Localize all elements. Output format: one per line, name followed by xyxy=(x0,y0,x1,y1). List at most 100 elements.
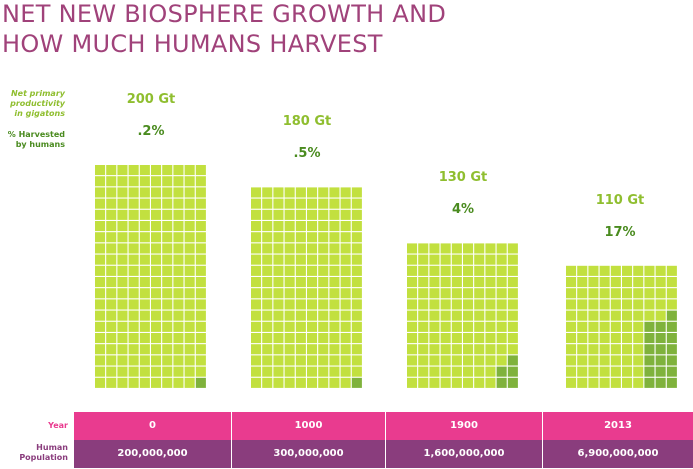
productivity-square xyxy=(128,355,139,366)
productivity-square xyxy=(95,355,106,366)
productivity-square xyxy=(566,265,577,276)
productivity-square xyxy=(284,310,295,321)
productivity-square xyxy=(644,310,655,321)
waffle-group-1900 xyxy=(407,243,518,388)
productivity-square xyxy=(251,321,262,332)
productivity-square xyxy=(139,355,150,366)
productivity-square xyxy=(128,377,139,388)
harvested-square xyxy=(666,377,677,388)
productivity-square xyxy=(351,209,362,220)
productivity-square xyxy=(117,277,128,288)
productivity-square xyxy=(307,232,318,243)
productivity-square xyxy=(173,288,184,299)
productivity-square xyxy=(429,366,440,377)
productivity-square xyxy=(151,176,162,187)
productivity-square xyxy=(251,277,262,288)
productivity-square xyxy=(329,221,340,232)
productivity-square xyxy=(633,344,644,355)
productivity-square xyxy=(151,232,162,243)
productivity-square xyxy=(633,310,644,321)
productivity-square xyxy=(666,265,677,276)
population-row-label: Human Population xyxy=(0,443,68,463)
productivity-square xyxy=(463,288,474,299)
productivity-square xyxy=(151,310,162,321)
productivity-square xyxy=(644,299,655,310)
productivity-square xyxy=(340,333,351,344)
productivity-square xyxy=(184,198,195,209)
productivity-square xyxy=(139,165,150,176)
productivity-square xyxy=(318,333,329,344)
productivity-square xyxy=(655,288,666,299)
productivity-square xyxy=(95,176,106,187)
productivity-square xyxy=(474,321,485,332)
productivity-square xyxy=(151,221,162,232)
productivity-square xyxy=(284,221,295,232)
productivity-square xyxy=(117,187,128,198)
productivity-square xyxy=(195,254,206,265)
productivity-square xyxy=(496,277,507,288)
productivity-square xyxy=(351,299,362,310)
productivity-square xyxy=(633,299,644,310)
productivity-square xyxy=(496,344,507,355)
productivity-square xyxy=(295,265,306,276)
productivity-square xyxy=(195,265,206,276)
productivity-square xyxy=(307,221,318,232)
productivity-square xyxy=(184,243,195,254)
productivity-square xyxy=(644,277,655,288)
productivity-square xyxy=(463,344,474,355)
productivity-square xyxy=(588,299,599,310)
productivity-square xyxy=(106,288,117,299)
productivity-square xyxy=(262,366,273,377)
productivity-square xyxy=(251,310,262,321)
harvested-square xyxy=(666,366,677,377)
productivity-square xyxy=(407,254,418,265)
productivity-square xyxy=(162,232,173,243)
productivity-square xyxy=(485,321,496,332)
harvested-square xyxy=(644,344,655,355)
productivity-square xyxy=(128,265,139,276)
productivity-square xyxy=(151,165,162,176)
harvest-label-line-2: by humans xyxy=(15,140,65,149)
productivity-square xyxy=(622,288,633,299)
productivity-square xyxy=(184,277,195,288)
productivity-square xyxy=(95,198,106,209)
productivity-square xyxy=(577,299,588,310)
npp-label-line-3: in gigatons xyxy=(14,109,65,118)
productivity-square xyxy=(173,265,184,276)
productivity-square xyxy=(128,321,139,332)
productivity-square xyxy=(151,355,162,366)
productivity-square xyxy=(340,265,351,276)
year-cell: 1900 xyxy=(385,412,542,440)
productivity-square xyxy=(151,265,162,276)
productivity-square xyxy=(599,310,610,321)
productivity-square xyxy=(307,344,318,355)
productivity-square xyxy=(318,232,329,243)
productivity-square xyxy=(622,277,633,288)
productivity-square xyxy=(329,344,340,355)
productivity-square xyxy=(128,344,139,355)
productivity-square xyxy=(318,377,329,388)
harvested-square xyxy=(655,377,666,388)
productivity-square xyxy=(474,333,485,344)
productivity-square xyxy=(273,355,284,366)
productivity-square xyxy=(610,333,621,344)
productivity-square xyxy=(195,288,206,299)
productivity-square xyxy=(162,344,173,355)
productivity-square xyxy=(151,198,162,209)
productivity-square xyxy=(184,265,195,276)
productivity-square xyxy=(162,333,173,344)
productivity-square xyxy=(95,254,106,265)
productivity-square xyxy=(485,333,496,344)
population-label-line-2: Population xyxy=(19,453,68,462)
productivity-square xyxy=(610,288,621,299)
productivity-square xyxy=(295,254,306,265)
productivity-square xyxy=(151,187,162,198)
productivity-square xyxy=(440,243,451,254)
productivity-square xyxy=(139,232,150,243)
productivity-square xyxy=(284,277,295,288)
productivity-square xyxy=(295,277,306,288)
npp-label-line-2: productivity xyxy=(10,99,65,108)
productivity-square xyxy=(496,243,507,254)
productivity-square xyxy=(622,299,633,310)
productivity-square xyxy=(474,310,485,321)
